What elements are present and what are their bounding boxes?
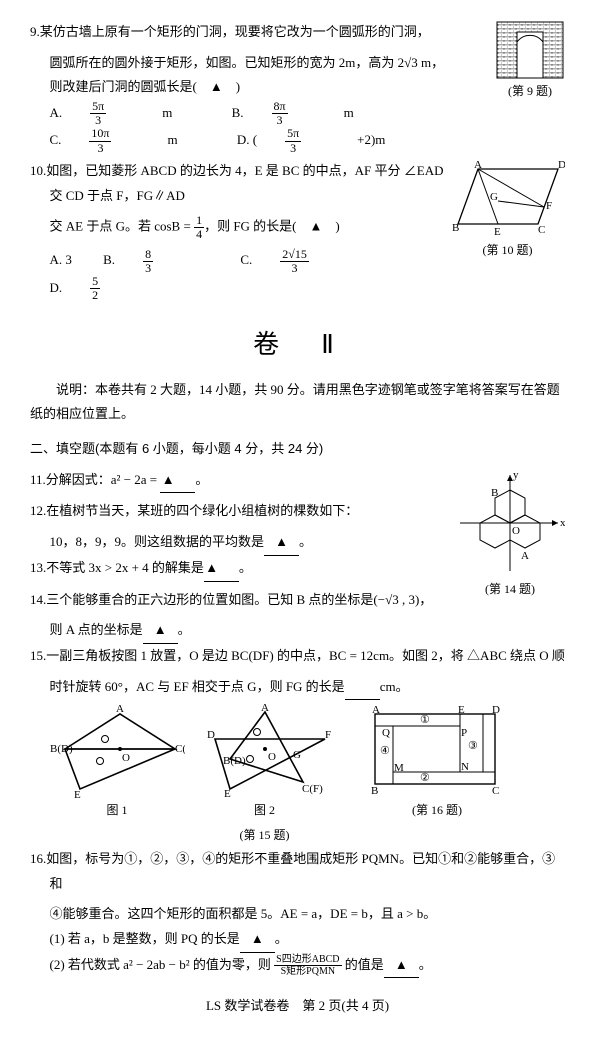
triangle-board-1-icon: A B(D) C(F) E O <box>50 704 185 799</box>
svg-text:B: B <box>491 487 498 499</box>
q9-line2: 圆弧所在的圆外接于矩形，如图。已知矩形的宽为 2m，高为 2√3 m， <box>30 51 489 76</box>
q12-line2: 10，8，9，9。则这组数据的平均数是▲。 <box>30 530 449 556</box>
svg-text:B: B <box>371 785 378 797</box>
svg-text:C: C <box>492 785 499 797</box>
svg-text:B(D): B(D) <box>50 743 73 755</box>
svg-text:①: ① <box>420 714 430 726</box>
question-11: 11.分解因式：a² − 2a = ▲。 <box>30 468 449 494</box>
q11-14-row: 11.分解因式：a² − 2a = ▲。 12.在植树节当天，某班的四个绿化小组… <box>30 468 565 644</box>
q9-options: A. 5π3m B. 8π3m C. 10π3m D. (5π3+2)m <box>30 100 489 155</box>
svg-text:A: A <box>521 550 529 562</box>
triangle-board-2-icon: A D F E C(F) B(D) G O <box>195 704 335 799</box>
q16-line2: ④能够重合。这四个矩形的面积都是 5。AE = a，DE = b，且 a > b… <box>30 902 565 927</box>
question-10: 10.如图，已知菱形 ABCD 的边长为 4，E 是 BC 的中点，AF 平分 … <box>30 159 565 307</box>
q9-fig-label: (第 9 题) <box>495 80 565 103</box>
svg-text:A: A <box>261 704 269 714</box>
q14-fig-label: (第 14 题) <box>455 578 565 601</box>
svg-text:C(F): C(F) <box>175 743 185 755</box>
svg-text:②: ② <box>420 772 430 784</box>
q10-optB: B. 83 <box>103 248 209 275</box>
svg-text:B: B <box>452 222 459 234</box>
svg-text:D: D <box>207 729 215 741</box>
q9-optA: A. 5π3m <box>50 100 201 127</box>
svg-text:D: D <box>492 704 500 716</box>
svg-text:Q: Q <box>382 727 390 739</box>
question-12: 12.在植树节当天，某班的四个绿化小组植树的棵数如下： <box>30 499 449 524</box>
rectangles-icon: A E D B C M N P Q ① ② ③ ④ <box>365 704 510 799</box>
svg-text:D: D <box>558 159 565 171</box>
q16-sub1: (1) 若 a，b 是整数，则 PQ 的长是▲。 <box>30 927 565 953</box>
subsection-2: 二、填空题(本题有 6 小题，每小题 4 分，共 24 分) <box>30 437 565 462</box>
svg-text:y: y <box>513 469 519 481</box>
q15-16-figures: A B(D) C(F) E O 图 1 A D F E C(F) B(D) G … <box>50 704 566 847</box>
q9-line3: 则改建后门洞的圆弧长是( ▲ ) <box>30 75 489 100</box>
svg-text:B(D): B(D) <box>223 755 246 767</box>
svg-text:E: E <box>458 704 465 716</box>
question-16: 16.如图，标号为①，②，③，④的矩形不重叠地围成矩形 PQMN。已知①和②能够… <box>30 847 565 896</box>
svg-text:O: O <box>268 751 276 763</box>
svg-text:④: ④ <box>380 745 390 757</box>
svg-text:③: ③ <box>468 740 478 752</box>
question-15: 15.一副三角板按图 1 放置，O 是边 BC(DF) 的中点，BC = 12c… <box>30 644 565 669</box>
q9-optD: D. (5π3+2)m <box>237 127 414 154</box>
svg-text:x: x <box>560 517 565 529</box>
svg-text:A: A <box>116 704 124 715</box>
svg-text:N: N <box>461 761 469 773</box>
q10-options: A. 3 B. 83 C. 2√153 D. 52 <box>30 248 444 303</box>
svg-text:C: C <box>538 224 545 236</box>
svg-text:G: G <box>293 749 301 761</box>
page-footer: LS 数学试卷卷 第 2 页(共 4 页) <box>30 994 565 1019</box>
q16-figure: A E D B C M N P Q ① ② ③ ④ (第 16 题) <box>365 704 510 822</box>
arch-icon <box>495 20 565 80</box>
svg-text:E: E <box>494 226 501 238</box>
q16-sub2: (2) 若代数式 a² − 2ab − b² 的值为零，则 S四边形ABCDS矩… <box>30 953 565 979</box>
q10-fig-label: (第 10 题) <box>450 239 565 262</box>
q10-optA: A. 3 <box>50 248 72 273</box>
q10-num: 10. <box>30 163 46 178</box>
question-13: 13.不等式 3x > 2x + 4 的解集是▲。 <box>30 556 449 582</box>
svg-text:F: F <box>325 729 331 741</box>
section-note: 说明：本卷共有 2 大题，14 小题，共 90 分。请用黑色字迹钢笔或签字笔将答… <box>30 378 565 427</box>
svg-text:C(F): C(F) <box>302 783 323 795</box>
q9-optC: C. 10π3m <box>50 127 206 154</box>
q10-line2: 交 AE 于点 G。若 cosB = 14，则 FG 的长是( ▲ ) <box>30 214 444 241</box>
q9-num: 9. <box>30 24 40 39</box>
svg-text:A: A <box>372 704 380 716</box>
q9-figure: (第 9 题) <box>495 20 565 103</box>
q10-line1: 如图，已知菱形 ABCD 的边长为 4，E 是 BC 的中点，AF 平分 ∠EA… <box>46 163 443 203</box>
svg-text:O: O <box>122 752 130 764</box>
q9-line1: 某仿古墙上原有一个矩形的门洞，现要将它改为一个圆弧形的门洞， <box>40 24 430 39</box>
question-14: 14.三个能够重合的正六边形的位置如图。已知 B 点的坐标是(−√3 , 3)， <box>30 588 449 613</box>
hexagon-axes-icon: x y O B A <box>455 468 565 578</box>
svg-text:G: G <box>490 191 498 203</box>
svg-text:E: E <box>74 789 81 799</box>
svg-text:A: A <box>474 159 482 171</box>
question-9: 9.某仿古墙上原有一个矩形的门洞，现要将它改为一个圆弧形的门洞， 圆弧所在的圆外… <box>30 20 565 159</box>
svg-text:O: O <box>512 525 520 537</box>
svg-text:F: F <box>546 200 552 212</box>
q9-optB: B. 8π3m <box>232 100 382 127</box>
svg-text:E: E <box>224 788 231 799</box>
q14-figure: x y O B A (第 14 题) <box>455 468 565 601</box>
q10-optC: C. 2√153 <box>240 248 365 275</box>
q14-line2: 则 A 点的坐标是▲。 <box>30 618 449 644</box>
svg-text:P: P <box>461 727 467 739</box>
rhombus-icon: A D B C E F G <box>450 159 565 239</box>
q10-optD: D. 52 <box>50 275 157 302</box>
q15-fig1: A B(D) C(F) E O 图 1 <box>50 704 185 822</box>
q10-figure: A D B C E F G (第 10 题) <box>450 159 565 262</box>
q15-fig2: A D F E C(F) B(D) G O 图 2 (第 15 题) <box>195 704 335 847</box>
svg-text:M: M <box>394 762 404 774</box>
section-title: 卷 Ⅱ <box>30 320 565 369</box>
q15-line2: 时针旋转 60°，AC 与 EF 相交于点 G，则 FG 的长是 cm。 <box>30 675 565 701</box>
